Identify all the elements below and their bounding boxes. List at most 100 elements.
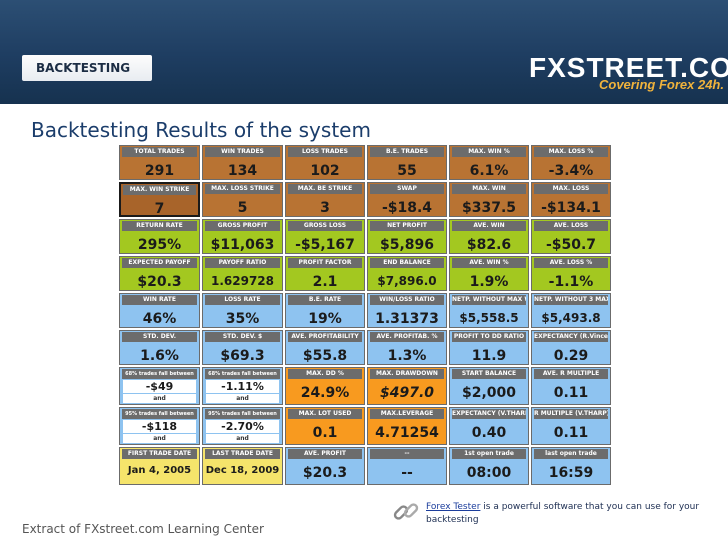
metric-label: MAX. DD % <box>288 369 362 379</box>
metric-label: PAYOFF RATIO <box>205 258 280 268</box>
metric-cell: MAX. BE STRIKE 3 <box>285 182 365 217</box>
metric-value: $5,493.8 <box>541 311 601 325</box>
forex-tester-link[interactable]: Forex Tester <box>426 502 481 512</box>
metric-cell: WIN RATE 46% <box>119 293 200 328</box>
metric-value: -1.1% <box>548 274 594 290</box>
metric-label: WIN TRADES <box>205 147 280 157</box>
metric-label: MAX.LEVERAGE <box>370 409 444 419</box>
metric-value: -- <box>401 465 413 481</box>
metric-value: 4.71254 <box>375 425 439 441</box>
link-chain-icon <box>393 503 419 520</box>
metric-cell: -- -- <box>367 447 447 485</box>
metric-cell: EXPECTANCY (V.THARP) 0.40 <box>449 407 529 445</box>
metric-cell: NETP. WITHOUT 3 MAX LOSS $5,493.8 <box>531 293 611 328</box>
metric-label: TOTAL TRADES <box>122 147 197 157</box>
metric-cell: AVE. PROFITAB. % 1.3% <box>367 330 447 365</box>
metric-cell: MAX. WIN $337.5 <box>449 182 529 217</box>
slide-header: BACKTESTING FXSTREET.COM Covering Forex … <box>0 0 728 104</box>
metric-label: AVE. WIN <box>452 221 526 231</box>
forex-tester-note: Forex Tester is a powerful software that… <box>392 495 702 539</box>
metric-cell: GROSS PROFIT $11,063 <box>202 219 283 254</box>
metric-label: B.E. RATE <box>288 295 362 305</box>
note-body: is a powerful software that you can use … <box>426 502 700 525</box>
logo-tagline: Covering Forex 24h. <box>599 77 724 92</box>
backtest-results-grid: TOTAL TRADES 291 WIN TRADES 134 LOSS TRADES 1… <box>119 145 611 487</box>
metric-value: -$134.1 <box>541 200 601 216</box>
metric-label: MAX. LOSS <box>534 184 608 194</box>
metric-value: 11.9 <box>471 348 507 364</box>
metric-cell: TOTAL TRADES 291 <box>119 145 200 180</box>
metric-label: MAX. BE STRIKE <box>288 184 362 194</box>
metric-cell: NETP. WITHOUT MAX WIN $5,558.5 <box>449 293 529 328</box>
metric-cell: MAX. LOSS % -3.4% <box>531 145 611 180</box>
metric-label: STD. DEV. $ <box>205 332 280 342</box>
metric-value: 2.1 <box>312 274 338 290</box>
metric-cell: last open trade 16:59 <box>531 447 611 485</box>
metric-value: 0.1 <box>312 425 338 441</box>
metric-label: PROFIT TO DD RATIO <box>452 332 526 342</box>
metric-label: 1st open trade <box>452 449 526 459</box>
metric-value: $20.3 <box>302 465 348 481</box>
metric-value: $5,896 <box>379 237 435 253</box>
metric-range-v2: and <box>206 394 279 403</box>
metric-cell: MAX. DD % 24.9% <box>285 367 365 405</box>
metric-label: NET PROFIT <box>370 221 444 231</box>
metric-range-v3: 3.67% <box>206 444 279 445</box>
metric-value: 1.31373 <box>375 311 439 327</box>
metric-value: 1.9% <box>469 274 509 290</box>
metric-value: Jan 4, 2005 <box>127 465 192 476</box>
metric-value: $7,896.0 <box>377 274 437 288</box>
metric-label: MAX. LOT USED <box>288 409 362 419</box>
metric-cell: RETURN RATE 295% <box>119 219 200 254</box>
metric-range-v1: -$118 <box>123 420 196 433</box>
metric-value: -$50.7 <box>545 237 597 253</box>
metric-value: $11,063 <box>210 237 275 253</box>
metric-cell: LAST TRADE DATE Dec 18, 2009 <box>202 447 283 485</box>
metric-value: 16:59 <box>548 465 594 481</box>
metric-value: 0.40 <box>471 425 507 441</box>
metric-cell: B.E. RATE 19% <box>285 293 365 328</box>
metric-cell: NET PROFIT $5,896 <box>367 219 447 254</box>
metric-label: WIN/LOSS RATIO <box>370 295 444 305</box>
metric-value: -$5,167 <box>295 237 355 253</box>
metric-label: GROSS PROFIT <box>205 221 280 231</box>
metric-cell: AVE. PROFITABILITY $55.8 <box>285 330 365 365</box>
metric-range-v1: -1.11% <box>206 380 279 393</box>
metric-label: AVE. LOSS <box>534 221 608 231</box>
metric-value: -3.4% <box>548 163 594 179</box>
metric-label: LOSS TRADES <box>288 147 362 157</box>
metric-value: 46% <box>142 311 177 327</box>
metric-cell: 68% trades fall between-1.11%and2.08% <box>202 367 283 405</box>
metric-value: 0.11 <box>553 385 589 401</box>
metric-label: B.E. TRADES <box>370 147 444 157</box>
metric-value: $2,000 <box>461 385 517 401</box>
metric-label: EXPECTANCY (V.THARP) <box>452 409 526 419</box>
metric-cell: STD. DEV. $ $69.3 <box>202 330 283 365</box>
metric-label: SWAP <box>370 184 444 194</box>
metric-label: 95% trades fall between <box>122 409 197 419</box>
footer-credit: Extract of FXstreet.com Learning Center <box>22 522 264 536</box>
metric-label: AVE. PROFITABILITY <box>288 332 362 342</box>
metric-label: 68% trades fall between <box>122 369 197 379</box>
metric-range-v2: and <box>206 434 279 443</box>
metric-label: MAX. WIN % <box>452 147 526 157</box>
metric-value: 35% <box>225 311 260 327</box>
metric-cell: MAX. LOSS -$134.1 <box>531 182 611 217</box>
metric-cell: MAX. WIN STRIKE 7 <box>119 182 200 217</box>
metric-cell: 95% trades fall between-2.70%and3.67% <box>202 407 283 445</box>
metric-label: AVE. LOSS % <box>534 258 608 268</box>
metric-value: 102 <box>310 163 340 179</box>
metric-cell: END BALANCE $7,896.0 <box>367 256 447 291</box>
metric-label: AVE. R MULTIPLE <box>534 369 608 379</box>
metric-label: MAX. LOSS STRIKE <box>205 184 280 194</box>
metric-cell: FIRST TRADE DATE Jan 4, 2005 <box>119 447 200 485</box>
metric-value: 3 <box>320 200 330 216</box>
metric-value: $55.8 <box>302 348 348 364</box>
metric-label: EXPECTED PAYOFF <box>122 258 197 268</box>
metric-cell: GROSS LOSS -$5,167 <box>285 219 365 254</box>
metric-cell: AVE. WIN % 1.9% <box>449 256 529 291</box>
metric-value: $337.5 <box>461 200 517 216</box>
metric-value: 291 <box>144 163 175 179</box>
metric-cell: EXPECTED PAYOFF $20.3 <box>119 256 200 291</box>
